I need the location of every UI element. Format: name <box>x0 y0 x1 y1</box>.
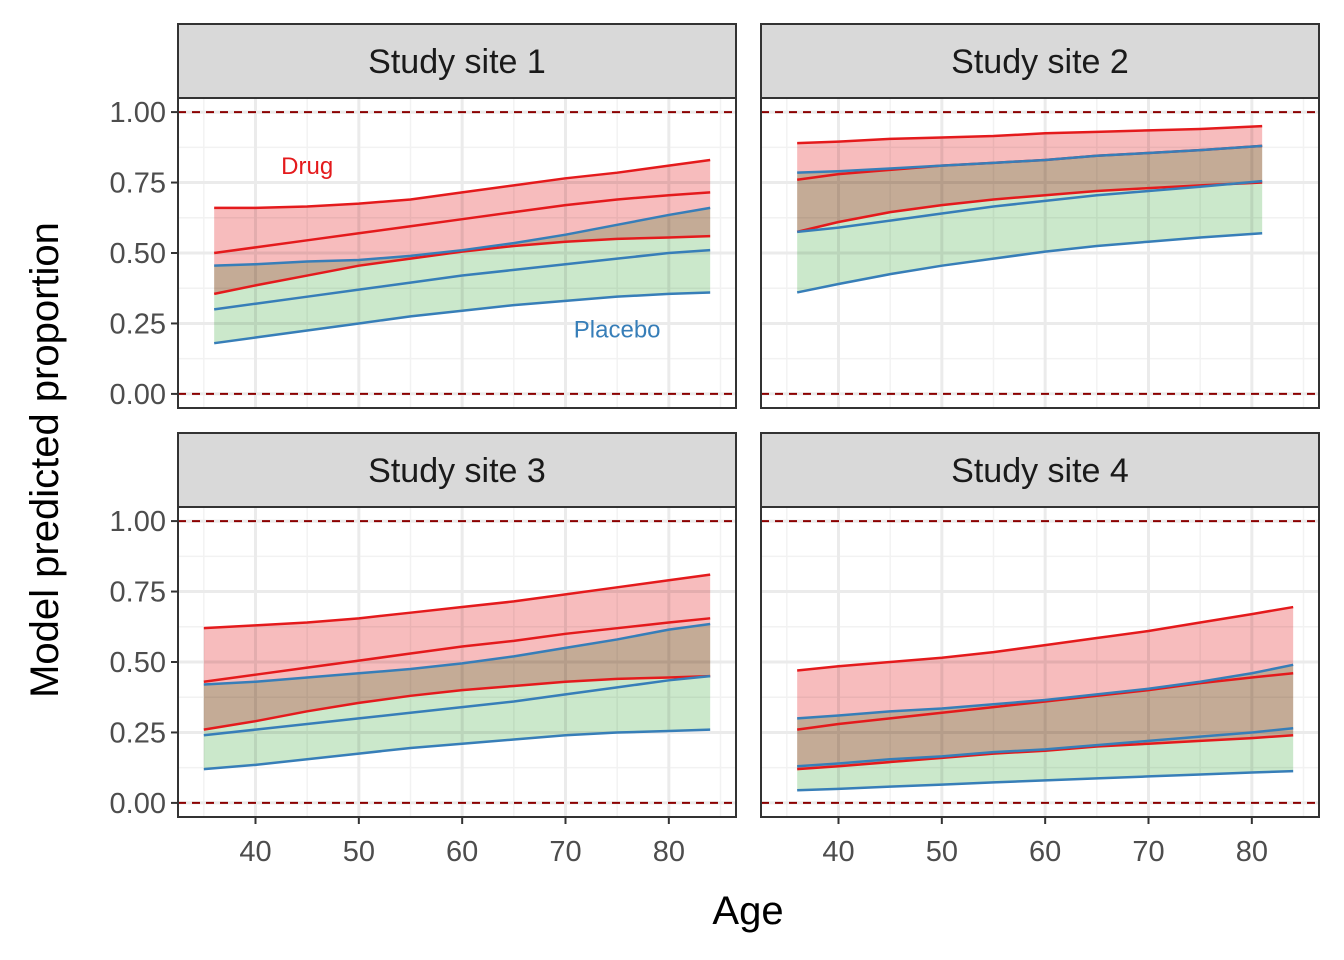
x-tick-label: 80 <box>1236 836 1268 868</box>
line-drug-upper <box>797 124 1263 145</box>
line-placebo-upper <box>797 144 1263 174</box>
line-placebo-upper <box>203 622 711 686</box>
strip-background <box>177 432 737 508</box>
line-drug-upper <box>797 605 1294 672</box>
y-tick-label: 0.75 <box>110 168 166 200</box>
y-tick-label: 0.50 <box>110 647 166 679</box>
line-placebo-upper <box>797 663 1294 720</box>
y-tick-label: 1.00 <box>110 506 166 538</box>
panel-4: Study site 4 40 50 60 70 80 <box>760 432 1320 868</box>
line-drug-lower <box>796 181 1263 234</box>
strip-label: Study site 3 <box>368 452 546 490</box>
line-placebo-upper <box>214 206 711 267</box>
y-tick-label: 0.75 <box>110 577 166 609</box>
x-tick-label: 60 <box>446 836 478 868</box>
y-tick-label: 0.25 <box>110 308 166 340</box>
y-tick-label: 0.00 <box>110 379 166 411</box>
y-tick-label: 0.50 <box>110 238 166 270</box>
x-tick-label: 40 <box>239 836 271 868</box>
line-drug-fit <box>796 672 1294 731</box>
panel-3: Study site 3 0.00 0.25 0.50 0.75 1.00 40 50 60 70… <box>110 432 737 868</box>
line-drug-fit <box>203 617 711 683</box>
x-axis-title: Age <box>712 889 783 933</box>
y-tick-label: 0.00 <box>110 788 166 820</box>
line-drug-upper <box>203 573 711 630</box>
x-tick-label: 70 <box>1132 836 1164 868</box>
y-tick-label: 1.00 <box>110 97 166 129</box>
line-drug-lower <box>213 234 711 296</box>
line-placebo-lower <box>796 232 1263 294</box>
x-tick-label: 70 <box>549 836 581 868</box>
strip-label: Study site 1 <box>368 43 546 81</box>
panel-2: Study site 2 <box>760 23 1320 409</box>
line-drug-lower <box>203 674 711 731</box>
line-placebo-fit <box>797 726 1294 768</box>
y-axis-title: Model predicted proportion <box>23 222 67 698</box>
line-placebo-lower <box>797 769 1294 792</box>
strip-label: Study site 4 <box>951 452 1129 490</box>
x-tick-label: 50 <box>926 836 958 868</box>
ribbon-placebo <box>797 145 1263 293</box>
x-tick-label: 80 <box>653 836 685 868</box>
line-placebo-lower <box>203 728 711 771</box>
line-placebo-fit <box>203 674 711 737</box>
strip-label: Study site 2 <box>951 43 1129 81</box>
line-placebo-fit <box>213 248 711 311</box>
x-tick-label: 40 <box>822 836 854 868</box>
annotation-placebo: Placebo <box>574 317 661 344</box>
y-tick-label: 0.25 <box>110 717 166 749</box>
line-placebo-fit <box>797 179 1263 234</box>
ribbon-placebo <box>203 623 711 770</box>
line-drug-lower <box>797 734 1294 771</box>
line-placebo-lower <box>213 291 711 345</box>
line-drug-fit <box>213 191 711 255</box>
strip-background <box>760 432 1320 508</box>
x-tick-label: 60 <box>1029 836 1061 868</box>
line-drug-upper <box>214 158 711 210</box>
x-tick-label: 50 <box>343 836 375 868</box>
strip-background <box>177 23 737 99</box>
panel-1: Study site 1 0.00 0.25 0.50 0.75 1.00 Drug Plac… <box>110 23 737 411</box>
strip-background <box>760 23 1320 99</box>
annotation-drug: Drug <box>281 153 333 180</box>
